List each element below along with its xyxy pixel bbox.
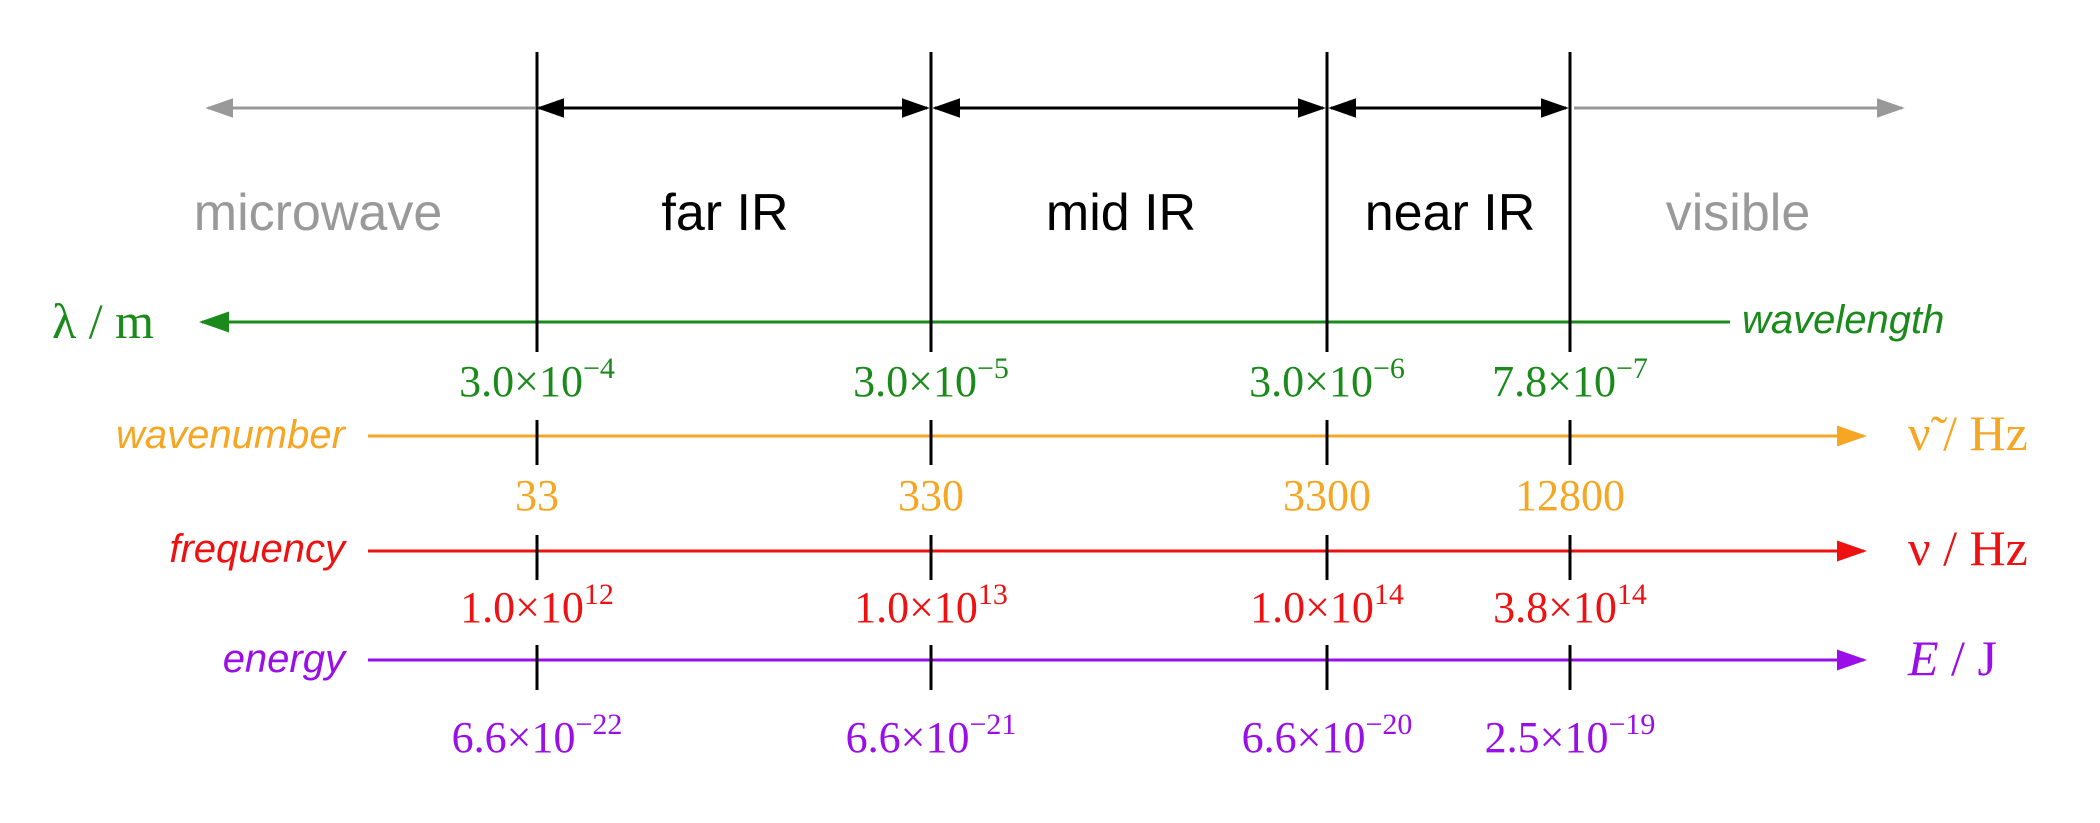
frequency-symbol-label: ν / Hz — [1908, 520, 2028, 576]
energy-symbol-label: E / J — [1907, 630, 1997, 686]
frequency-axis-word: frequency — [169, 527, 348, 571]
energy-value: 6.6×10−20 — [1242, 708, 1413, 762]
energy-value: 6.6×10−22 — [452, 708, 623, 762]
energy-axis-word: energy — [223, 637, 348, 681]
band-label-mid-ir: mid IR — [1046, 184, 1196, 242]
wavenumber-value: 330 — [898, 471, 964, 520]
energy-value: 2.5×10−19 — [1485, 708, 1656, 762]
band-label-far-ir: far IR — [661, 184, 788, 242]
frequency-value: 1.0×1013 — [854, 578, 1008, 632]
wavenumber-value: 33 — [515, 471, 559, 520]
wavelength-symbol-label: λ / m — [52, 293, 154, 349]
wavenumber-value: 3300 — [1283, 471, 1371, 520]
wavenumber-axis-word: wavenumber — [116, 413, 347, 457]
band-label-visible: visible — [1666, 184, 1811, 242]
frequency-value: 3.8×1014 — [1493, 578, 1647, 632]
wavenumber-symbol-label: ν̃ / Hz — [1908, 405, 2028, 461]
wavelength-axis-word: wavelength — [1742, 298, 1944, 342]
frequency-value: 1.0×1012 — [460, 578, 614, 632]
band-label-near-ir: near IR — [1365, 184, 1536, 242]
wavelength-value: 3.0×10−6 — [1249, 352, 1405, 406]
frequency-value: 1.0×1014 — [1250, 578, 1404, 632]
wavenumber-value: 12800 — [1515, 471, 1625, 520]
band-label-microwave: microwave — [194, 184, 443, 242]
wavelength-value: 3.0×10−4 — [459, 352, 615, 406]
energy-value: 6.6×10−21 — [846, 708, 1017, 762]
wavelength-value: 3.0×10−5 — [853, 352, 1009, 406]
axis-tick-marks — [535, 420, 1572, 690]
wavelength-value: 7.8×10−7 — [1492, 352, 1648, 406]
